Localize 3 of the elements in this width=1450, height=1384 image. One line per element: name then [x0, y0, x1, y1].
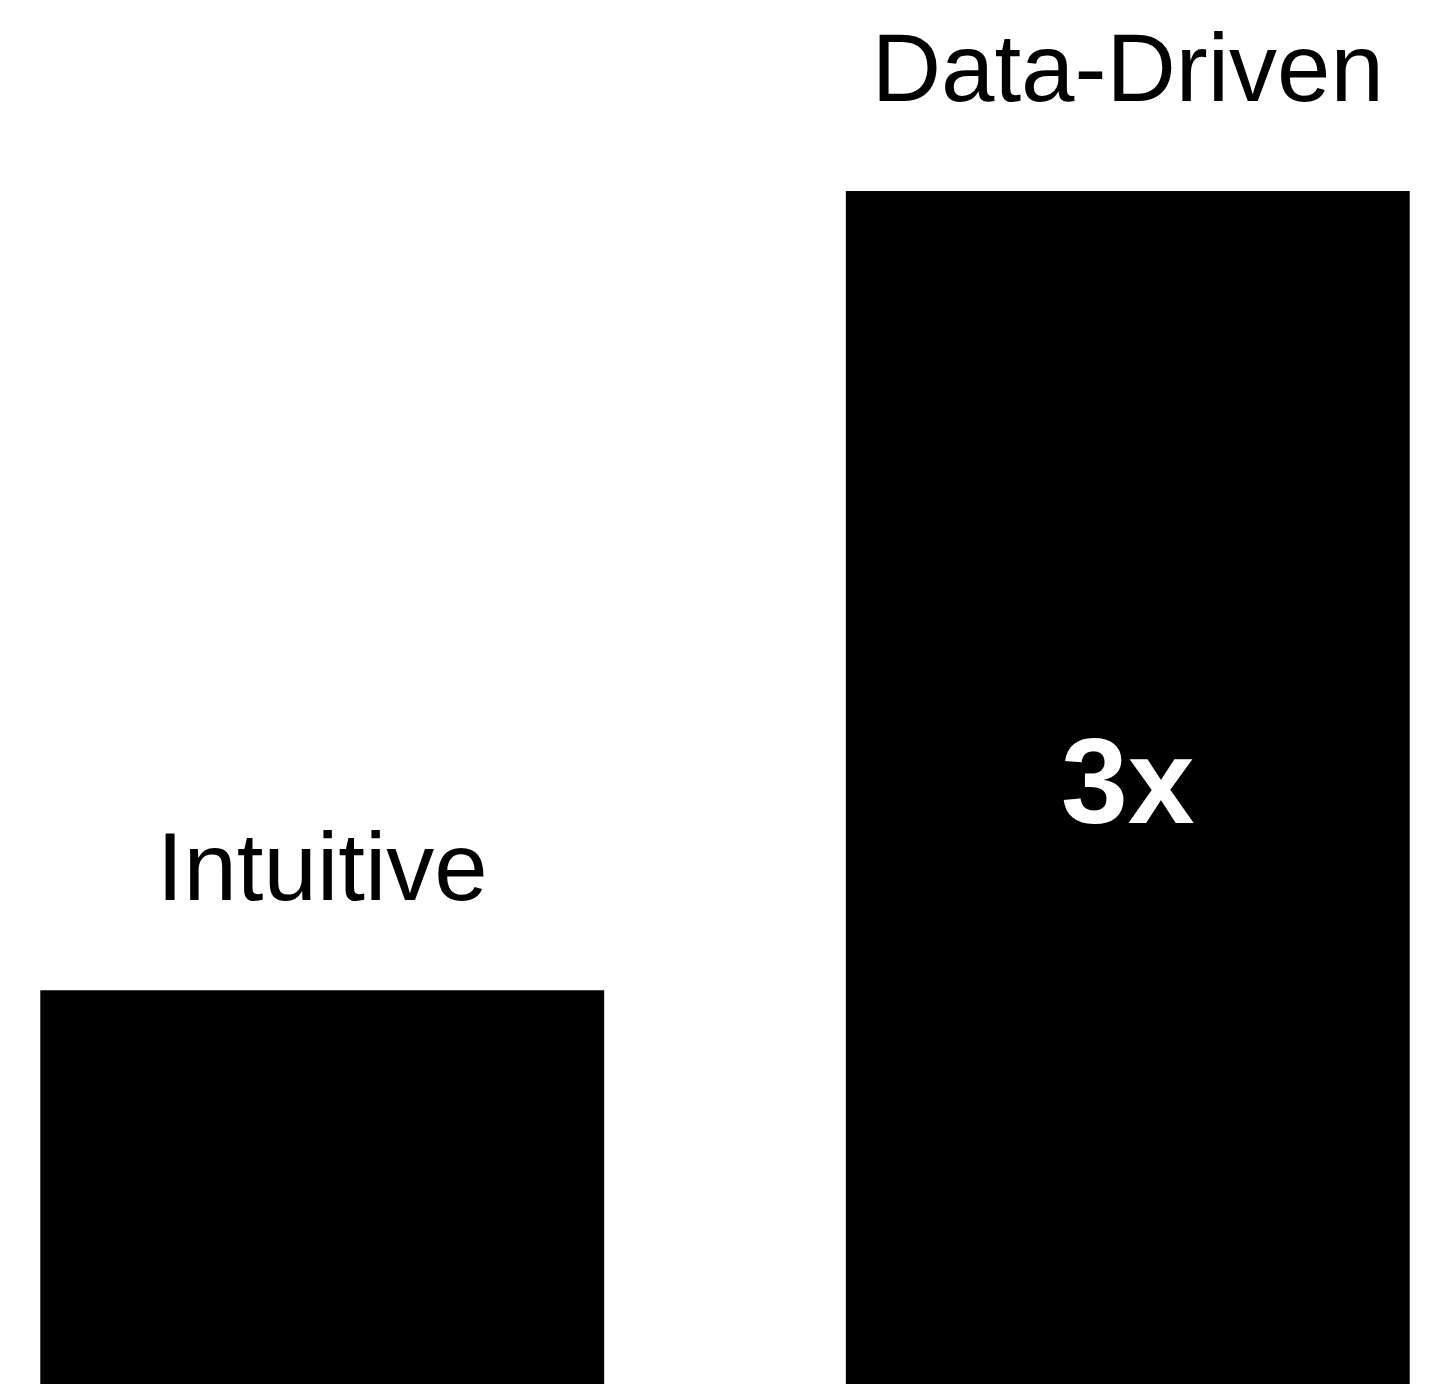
x-tick-label: Intuitive	[156, 813, 488, 921]
x-tick-label: Data-Driven	[871, 13, 1384, 121]
annotation: 3x	[1061, 714, 1195, 849]
